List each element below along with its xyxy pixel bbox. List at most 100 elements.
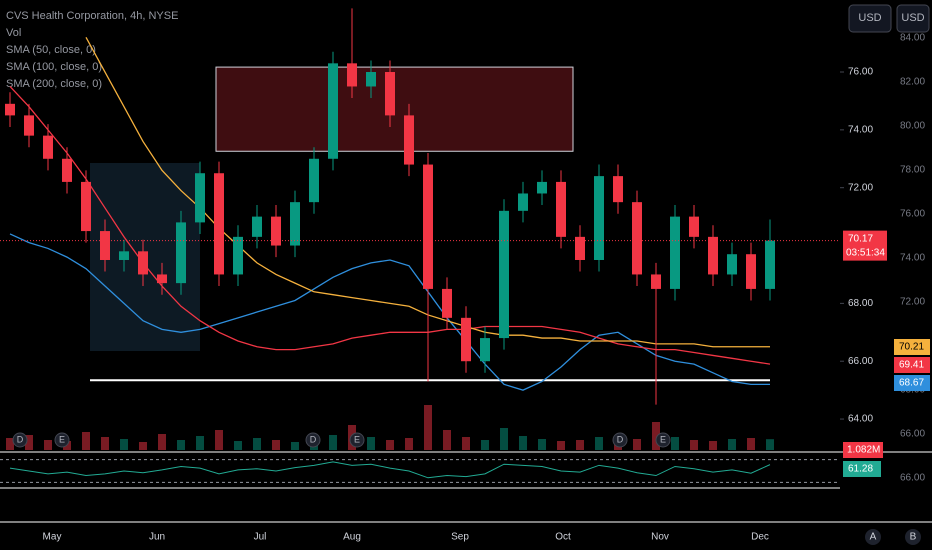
candle-body — [499, 210, 509, 339]
event-label[interactable]: D — [310, 434, 317, 444]
volume-bar — [481, 440, 489, 450]
event-marker[interactable] — [612, 432, 628, 448]
volume-bar — [25, 435, 33, 450]
x-axis-label: Jun — [149, 532, 165, 543]
event-label[interactable]: D — [17, 434, 24, 444]
price-tag — [843, 230, 887, 261]
volume-bar — [82, 432, 90, 450]
ma-line — [9, 86, 771, 365]
candle-body — [366, 72, 376, 87]
y-tick-label: 66.00 — [848, 356, 873, 367]
currency-label[interactable]: USD — [901, 12, 924, 24]
candle-body — [138, 251, 148, 275]
candle-body — [423, 164, 433, 289]
event-marker[interactable] — [54, 432, 70, 448]
volume-bar — [538, 439, 546, 450]
candle-body — [727, 254, 737, 275]
scale-button-label[interactable]: B — [910, 532, 917, 543]
candle-body — [632, 202, 642, 275]
y-tick-label: 68.00 — [848, 298, 873, 309]
currency-button[interactable] — [896, 4, 930, 33]
candle-body — [404, 115, 414, 165]
scale-button[interactable] — [905, 529, 921, 545]
event-label[interactable]: D — [617, 434, 624, 444]
candle-body — [651, 274, 661, 289]
ma-tag-label: 69.41 — [899, 360, 924, 371]
volume-bar — [557, 441, 565, 450]
rsi-line — [9, 461, 771, 479]
volume-bar — [291, 442, 299, 450]
scale-button[interactable] — [865, 529, 881, 545]
candle-body — [347, 63, 357, 87]
candle-body — [5, 103, 15, 116]
x-axis-label: Oct — [555, 532, 571, 543]
volume-bar — [196, 436, 204, 450]
volume-bar — [272, 440, 280, 450]
candle-body — [195, 173, 205, 223]
volume-bar — [462, 437, 470, 450]
legend-item: SMA (200, close, 0) — [6, 78, 102, 90]
event-marker[interactable] — [305, 432, 321, 448]
event-marker[interactable] — [349, 432, 365, 448]
event-marker[interactable] — [655, 432, 671, 448]
candle-body — [271, 216, 281, 246]
volume-tag — [843, 442, 883, 458]
volume-bar — [44, 440, 52, 450]
ma-tag — [894, 339, 930, 355]
volume-bar — [329, 435, 337, 450]
candle-body — [442, 288, 452, 318]
ma-tag-label: 68.67 — [899, 378, 924, 389]
candle-body — [100, 231, 110, 260]
volume-bar — [177, 440, 185, 450]
currency-button[interactable] — [848, 4, 892, 33]
volume-bar — [139, 442, 147, 450]
outer-axis-label: 66.00 — [900, 473, 925, 484]
candle-body — [233, 236, 243, 275]
candle-body — [556, 181, 566, 237]
x-axis-label: May — [43, 532, 62, 543]
outer-axis-label: 84.00 — [900, 33, 925, 44]
rsi-tag-label: 61.28 — [848, 464, 873, 475]
volume-tag-label: 1.082M — [847, 445, 880, 456]
ma-tag-label: 70.21 — [899, 342, 924, 353]
legend-item: SMA (100, close, 0) — [6, 61, 102, 73]
candle-body — [290, 202, 300, 246]
volume-bar — [747, 438, 755, 450]
outer-axis-label: 78.00 — [900, 165, 925, 176]
outer-axis-label: 80.00 — [900, 121, 925, 132]
candle-body — [575, 236, 585, 260]
volume-bar — [367, 437, 375, 450]
candle-body — [385, 72, 395, 116]
candle-body — [765, 240, 775, 289]
event-label[interactable]: E — [660, 434, 666, 444]
candle-body — [594, 176, 604, 260]
chart-title: CVS Health Corporation, 4h, NYSE — [6, 10, 178, 22]
candle-body — [119, 251, 129, 260]
volume-bar — [766, 439, 774, 450]
candle-body — [670, 216, 680, 289]
candle-body — [518, 193, 528, 211]
candle-body — [689, 216, 699, 237]
legend-item: Vol — [6, 27, 21, 39]
candle-body — [708, 236, 718, 275]
candle-body — [480, 338, 490, 362]
candle-body — [214, 173, 224, 275]
volume-bar — [633, 439, 641, 450]
volume-bar — [424, 405, 432, 450]
candle-body — [62, 158, 72, 182]
scale-button-label[interactable]: A — [870, 532, 877, 543]
event-label[interactable]: E — [59, 434, 65, 444]
y-tick-label: 74.00 — [848, 124, 873, 135]
volume-bar — [500, 428, 508, 450]
x-axis-label: Dec — [751, 532, 769, 543]
volume-bar — [519, 436, 527, 450]
y-tick-label: 72.00 — [848, 182, 873, 193]
event-marker[interactable] — [12, 432, 28, 448]
candle-body — [176, 222, 186, 284]
volume-bar — [709, 441, 717, 450]
currency-label[interactable]: USD — [858, 12, 881, 24]
outer-axis-label: 66.00 — [900, 429, 925, 440]
event-label[interactable]: E — [354, 434, 360, 444]
countdown: 03:51:34 — [846, 247, 885, 258]
candle-body — [81, 181, 91, 232]
